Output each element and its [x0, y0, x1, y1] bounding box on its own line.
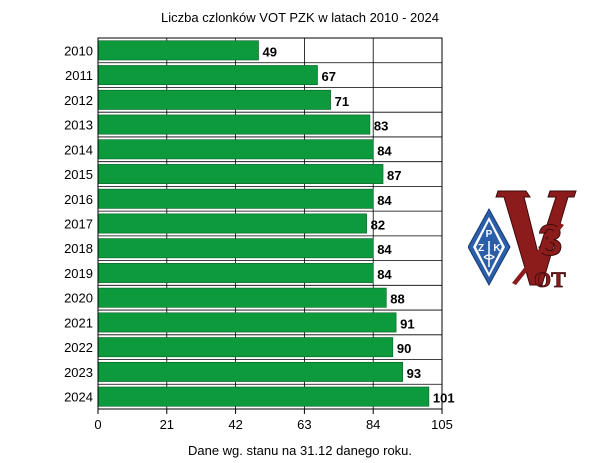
x-tick-label: 42: [228, 417, 242, 432]
chart-title: Liczba czlonków VOT PZK w latach 2010 - …: [161, 10, 439, 25]
bar: [97, 40, 259, 61]
bar: [97, 386, 430, 407]
bar: [97, 361, 403, 382]
value-label: 90: [397, 341, 411, 356]
value-labels: 49 67 71 83 84 87 84 82 84 84 88 91 90 93 101: [263, 44, 455, 405]
value-label: 71: [335, 94, 349, 109]
category-label: 2016: [64, 192, 93, 207]
bar: [97, 312, 397, 333]
category-label: 2015: [64, 167, 93, 182]
category-label: 2013: [64, 118, 93, 133]
x-axis-ticks: 0 21 42 63 84 105: [94, 409, 453, 432]
bars: [97, 40, 430, 407]
bar: [97, 164, 384, 184]
value-label: 84: [377, 267, 392, 282]
category-labels: 2010 2011 2012 2013 2014 2015 2016 2017 2018 2019…: [64, 43, 93, 404]
value-label: 84: [377, 143, 392, 158]
value-label: 82: [371, 218, 385, 233]
value-label: 84: [377, 242, 392, 257]
category-label: 2023: [64, 365, 93, 380]
value-label: 84: [377, 193, 392, 208]
category-label: 2019: [64, 266, 93, 281]
bar: [97, 287, 387, 308]
logo-subtext: OT: [534, 267, 566, 292]
category-label: 2022: [64, 340, 93, 355]
logo-diamond-k: K: [493, 243, 501, 254]
bar: [97, 65, 318, 86]
x-tick-label: 0: [94, 417, 101, 432]
bar: [97, 89, 331, 110]
x-tick-label: 21: [160, 417, 174, 432]
category-label: 2021: [64, 315, 93, 330]
category-label: 2014: [64, 142, 93, 157]
logo-diamond-p: P: [486, 229, 493, 240]
value-label: 87: [387, 168, 401, 183]
category-label: 2020: [64, 291, 93, 306]
vot-logo: P Z K 3 OT: [468, 190, 577, 292]
value-label: 67: [322, 69, 336, 84]
value-label: 93: [407, 366, 421, 381]
bar: [97, 238, 374, 259]
bar: [97, 337, 394, 358]
plot-frame: [97, 37, 443, 410]
value-label: 83: [374, 119, 388, 134]
logo-diamond: P Z K: [468, 207, 511, 287]
value-label: 88: [390, 292, 404, 307]
category-label: 2018: [64, 241, 93, 256]
x-tick-label: 105: [431, 417, 453, 432]
bar: [97, 263, 374, 283]
category-label: 2010: [64, 43, 93, 58]
bar: [97, 114, 371, 135]
value-label: 91: [400, 316, 414, 331]
value-label: 49: [263, 44, 277, 59]
x-tick-label: 84: [366, 417, 380, 432]
logo-v-letter: [495, 190, 577, 286]
logo-diamond-z: Z: [478, 243, 484, 254]
bar: [97, 139, 374, 160]
bar: [97, 213, 367, 234]
chart-footnote: Dane wg. stanu na 31.12 danego roku.: [188, 443, 412, 458]
category-label: 2012: [64, 93, 93, 108]
x-tick-label: 63: [297, 417, 311, 432]
category-label: 2017: [64, 217, 93, 232]
category-label: 2011: [65, 68, 93, 83]
value-label: 101: [433, 391, 455, 406]
category-label: 2024: [64, 390, 93, 405]
logo-slash: [512, 223, 564, 285]
bar: [97, 188, 374, 209]
